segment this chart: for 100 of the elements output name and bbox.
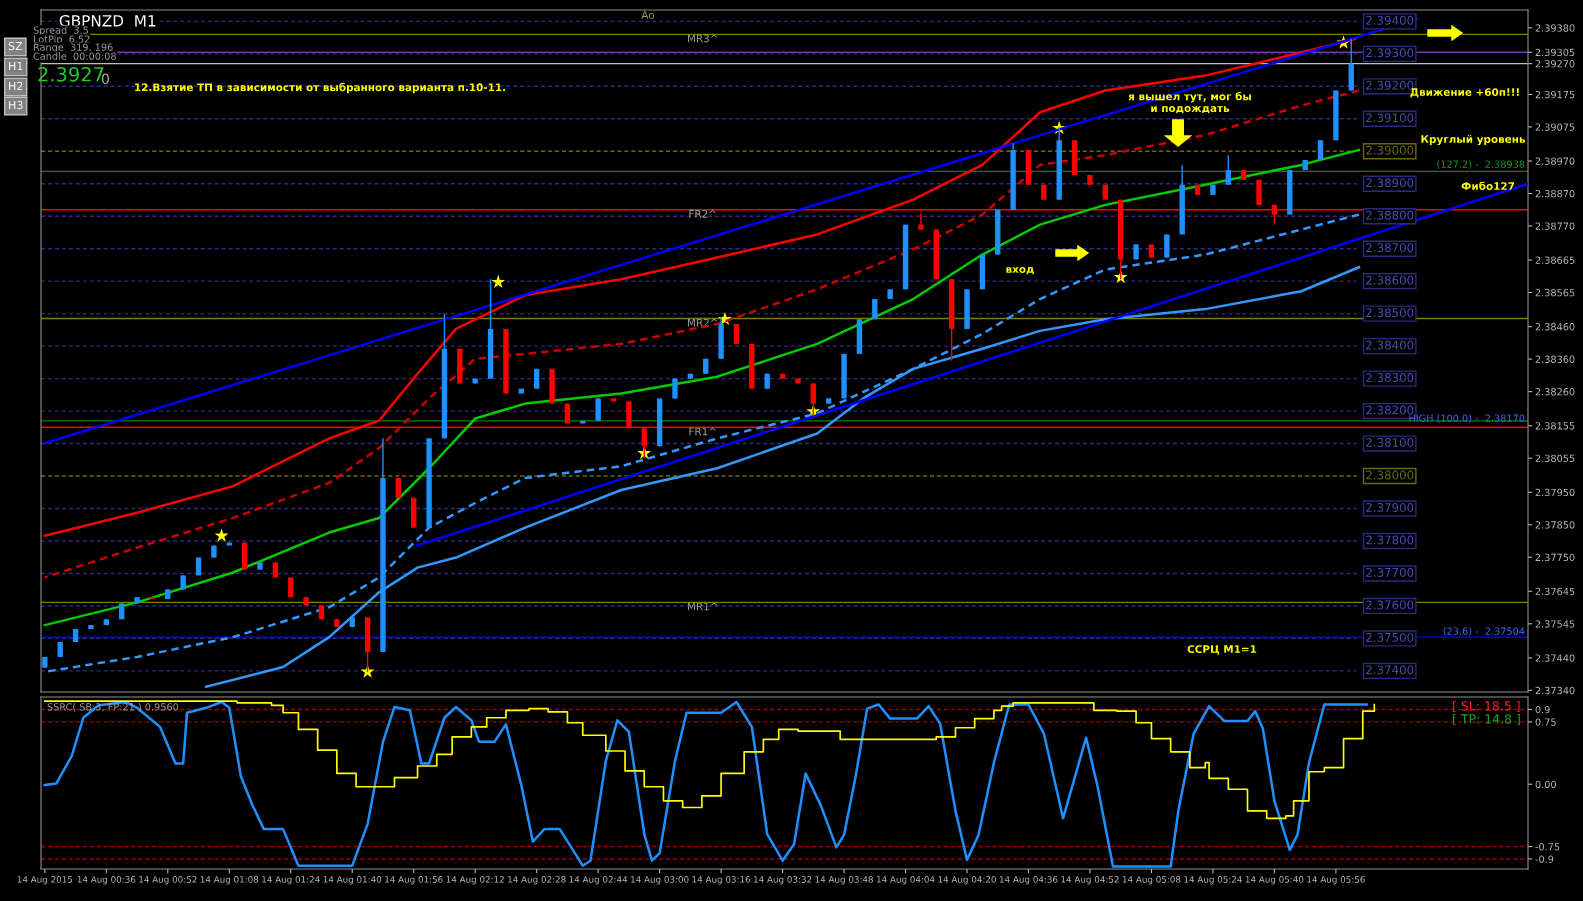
ref-line-label: 2.37800 <box>1366 535 1414 545</box>
x-tick-label: 14 Aug 00:36 <box>77 876 136 885</box>
x-tick-label: 14 Aug 04:04 <box>877 876 935 885</box>
ref-line-label: 2.37900 <box>1366 503 1414 512</box>
ref-line-label: 2.38600 <box>1366 275 1414 285</box>
y-tick-label: 2.39075 <box>1535 123 1575 131</box>
candlestick <box>595 397 601 422</box>
y-tick-label: 0.75 <box>1535 718 1556 726</box>
y-tick-label: 0.9 <box>1535 705 1550 714</box>
y-tick-label: 2.38460 <box>1535 323 1575 331</box>
x-tick-label: 14 Aug 05:08 <box>1122 876 1181 885</box>
y-tick-label: 2.37750 <box>1535 553 1575 562</box>
y-tick-label: 2.39380 <box>1535 24 1575 32</box>
x-tick-label: 14 Aug 01:40 <box>323 876 382 885</box>
ref-line-label: FR1^ <box>689 427 716 436</box>
y-tick-label: 2.38870 <box>1535 189 1575 198</box>
annotation: [ TP: 14.8 ] <box>1453 713 1520 726</box>
candlestick <box>733 323 740 345</box>
ref-line-label: 2.37500 <box>1366 632 1414 642</box>
ref-line-label: 2.38400 <box>1366 340 1414 350</box>
ref-line-label: MR3^ <box>687 34 718 43</box>
x-tick-label: 14 Aug 05:24 <box>1184 876 1242 885</box>
ref-line-label: 2.38500 <box>1366 308 1414 318</box>
x-tick-label: 14 Aug 02:12 <box>446 876 504 885</box>
y-tick-label: 2.37950 <box>1535 488 1575 497</box>
candlestick <box>1225 154 1231 186</box>
ref-line-label: 2.38300 <box>1366 373 1414 383</box>
ref-line-label: 2.38000 <box>1366 470 1414 480</box>
annotation: 0 <box>101 73 109 85</box>
annotation: 12.Взятие ТП в зависимости от выбранного варианта п.10-11. <box>135 82 506 94</box>
ref-line-label: 2.39300 <box>1366 48 1414 58</box>
x-tick-label: 14 Aug 02:28 <box>508 876 566 885</box>
y-tick-label: 2.39175 <box>1535 90 1575 99</box>
annotation: HIGH (100.0) - 2.38170 <box>1409 414 1525 423</box>
ref-line-label: 2.38800 <box>1366 210 1414 220</box>
y-tick-label: 2.38260 <box>1535 388 1575 396</box>
ref-line-label: MR1^ <box>687 602 718 611</box>
line-series <box>43 148 1361 627</box>
annotation: (127.2) - 2.38938 <box>1437 160 1525 169</box>
annotation: Ao <box>641 11 655 20</box>
ref-line-label: 2.38700 <box>1366 243 1414 253</box>
y-tick-label: 2.38360 <box>1535 355 1575 363</box>
line-series <box>43 700 1368 868</box>
annotation: 2.3927 <box>38 66 104 82</box>
x-tick-label: 14 Aug 05:56 <box>1307 876 1365 885</box>
ref-line-label: 2.38100 <box>1366 438 1414 447</box>
chart-title: GBPNZD M1 <box>59 15 156 27</box>
x-tick-label: 14 Aug 04:36 <box>999 876 1058 885</box>
annotation: (23.6) - 2.37504 <box>1443 627 1525 636</box>
ref-line-label: 2.39000 <box>1366 145 1414 155</box>
x-tick-label: 14 Aug 00:52 <box>139 876 197 885</box>
y-tick-label: 0.00 <box>1535 780 1556 789</box>
annotation: Spread 3.5 <box>33 26 89 36</box>
x-tick-label: 14 Aug 03:00 <box>631 876 689 885</box>
ref-line-label: 2.37600 <box>1366 600 1414 610</box>
ref-line-label: FR2^ <box>689 209 716 218</box>
candlestick <box>918 211 924 231</box>
y-tick-label: 2.37850 <box>1535 521 1575 529</box>
annotation: ССРЦ M1=1 <box>1187 645 1257 655</box>
x-tick-label: 14 Aug 01:56 <box>385 876 443 885</box>
annotation: [ SL: 18.5 ] <box>1453 700 1520 713</box>
annotation: Range 319, 196 <box>33 43 113 53</box>
ref-line-label: 2.39400 <box>1366 15 1414 25</box>
ref-line-label: 2.37700 <box>1366 567 1414 577</box>
annotation: Круглый уровень <box>1421 134 1526 146</box>
annotation: Движение +60п!!! <box>1410 88 1519 98</box>
y-tick-label: 2.37340 <box>1535 686 1575 695</box>
ref-line-label: 2.37400 <box>1366 665 1414 675</box>
y-tick-label: 2.38770 <box>1535 222 1575 230</box>
y-tick-label: 2.38055 <box>1535 454 1575 462</box>
y-tick-label: 2.37645 <box>1535 587 1575 596</box>
x-tick-label: 14 Aug 03:16 <box>692 876 751 885</box>
x-tick-label: 14 Aug 03:48 <box>815 876 873 885</box>
y-tick-label: -0.75 <box>1535 843 1560 851</box>
text: H2 <box>9 81 23 91</box>
y-tick-label: 2.38565 <box>1535 289 1575 297</box>
y-tick-label: 2.38155 <box>1535 422 1575 430</box>
annotation: Candle 00:00:08 <box>33 52 116 60</box>
y-tick-label: 2.38970 <box>1535 157 1575 165</box>
text: H3 <box>9 100 23 110</box>
y-tick-label: 2.39305 <box>1535 48 1575 57</box>
x-tick-label: 14 Aug 03:32 <box>754 876 812 885</box>
point <box>214 528 229 542</box>
y-tick-label: 2.39270 <box>1535 60 1575 68</box>
ref-line-label: 2.38900 <box>1366 178 1414 188</box>
ref-line-label: 2.39200 <box>1366 80 1414 90</box>
x-tick-label: 14 Aug 01:24 <box>262 876 320 885</box>
annotation: вход <box>1006 267 1034 275</box>
y-tick-label: 2.37440 <box>1535 654 1575 662</box>
annotation: Фибо127 <box>1461 181 1515 191</box>
text: H1 <box>9 61 23 71</box>
ref-line-label: 2.38200 <box>1366 405 1414 415</box>
text: SZ <box>8 41 23 51</box>
x-tick-label: 14 Aug 05:40 <box>1245 876 1304 885</box>
y-tick-label: -0.9 <box>1535 855 1554 863</box>
x-tick-label: 14 Aug 02:44 <box>569 876 628 885</box>
x-tick-label: 14 Aug 04:20 <box>938 876 996 885</box>
ref-line-label: 2.39100 <box>1366 113 1414 123</box>
x-tick-label: 14 Aug 2015 <box>17 876 73 885</box>
y-tick-label: 2.38665 <box>1535 256 1575 264</box>
